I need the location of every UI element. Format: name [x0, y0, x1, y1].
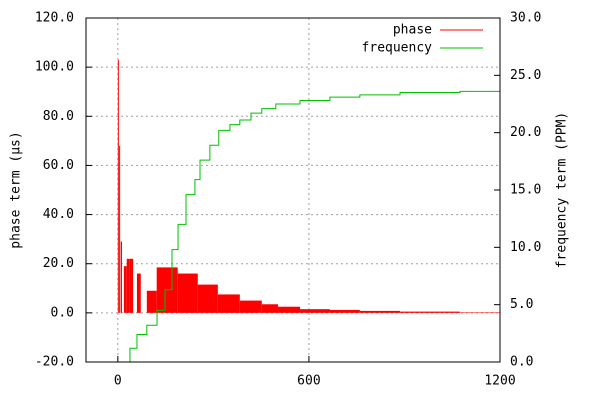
plot-border	[85, 17, 501, 363]
y2-tick-label: 10.0	[510, 240, 541, 255]
y2-tick-label: 20.0	[510, 125, 541, 140]
y2-tick-label: 0.0	[510, 355, 533, 370]
y-tick-label: 40.0	[43, 207, 74, 222]
bar	[177, 273, 198, 313]
y-tick-label: 120.0	[35, 11, 74, 26]
y-tick-label: 80.0	[43, 109, 74, 124]
bar	[136, 273, 141, 313]
bar	[217, 294, 240, 313]
y2-tick-label: 5.0	[510, 297, 533, 312]
y-tick-label: -20.0	[35, 355, 74, 370]
x-tick-label: 1200	[484, 374, 515, 389]
y-tick-label: 100.0	[35, 60, 74, 75]
y-axis-label: phase term (µs)	[9, 131, 24, 248]
x-tick-label: 0	[114, 374, 122, 389]
bar	[146, 290, 157, 313]
bar	[117, 59, 119, 313]
bar	[400, 311, 460, 313]
x-tick-label: 600	[297, 374, 320, 389]
bar	[278, 306, 301, 313]
bar	[120, 241, 122, 313]
bar	[329, 309, 360, 313]
bar	[359, 310, 401, 313]
y2-tick-label: 15.0	[510, 183, 541, 198]
legend-label: frequency	[362, 41, 433, 56]
bar	[123, 266, 127, 313]
bar	[239, 300, 262, 313]
y-tick-label: 0.0	[51, 305, 74, 320]
y-tick-label: 60.0	[43, 158, 74, 173]
bar	[119, 145, 121, 313]
bar	[300, 309, 330, 313]
line	[124, 90, 501, 363]
y2-axis-label: frequency term (PPM)	[555, 112, 570, 269]
bar	[126, 258, 130, 313]
legend-label: phase	[393, 23, 432, 38]
bar	[261, 304, 279, 313]
y2-tick-label: 25.0	[510, 68, 541, 83]
y-tick-label: 20.0	[43, 256, 74, 271]
bar	[197, 284, 218, 313]
y2-tick-label: 30.0	[510, 11, 541, 26]
bar	[129, 258, 134, 313]
